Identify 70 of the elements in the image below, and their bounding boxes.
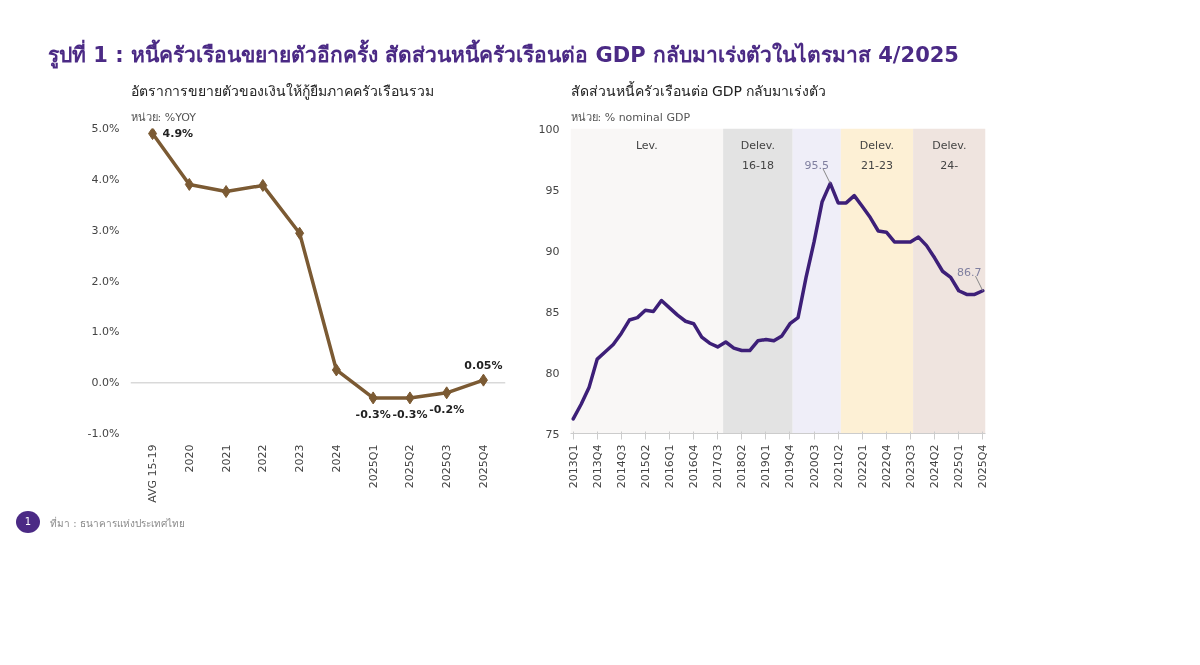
annotation: 86.7 [957, 266, 982, 280]
data-label: -0.2% [429, 402, 465, 416]
x-tick-label: 2016Q4 [687, 444, 701, 489]
point [184, 177, 194, 191]
point [148, 128, 158, 141]
y-tick-label: 4.0% [91, 172, 120, 186]
x-tick-label: 2021 [219, 444, 233, 473]
data-label: -0.3% [355, 407, 391, 421]
y-tick-label: 80 [545, 366, 560, 380]
x-tick-label: 2022 [256, 444, 270, 473]
point [258, 178, 268, 192]
x-tick-label: 2019Q4 [783, 444, 797, 489]
x-tick-label: 2019Q1 [759, 444, 773, 489]
x-tick-label: 2023 [293, 444, 307, 473]
x-tick-label: 2017Q3 [711, 444, 725, 489]
data-label: 0.05% [464, 359, 503, 373]
x-tick-label: 2021Q2 [831, 444, 845, 489]
y-tick-label: 0.0% [91, 376, 120, 390]
x-tick-label: 2025Q3 [440, 444, 454, 489]
x-tick-label: 2020 [182, 444, 196, 473]
y-tick-label: 85 [545, 305, 560, 319]
y-tick-label: -1.0% [87, 427, 120, 440]
y-tick-label: 1.0% [91, 325, 120, 339]
x-tick-label: 2022Q4 [879, 444, 893, 489]
point [331, 363, 341, 377]
band-label: Delev. 24- [932, 138, 967, 173]
chart-title: สัดส่วนหนี้ครัวเรือนต่อ GDP กลับมาเร่งตัว [570, 80, 827, 99]
point [442, 386, 452, 400]
point [405, 391, 415, 405]
y-tick-label: 95 [545, 183, 560, 197]
x-tick-label: 2022Q1 [855, 444, 869, 489]
band-label: Lev. [635, 138, 658, 152]
x-tick-label: 2025Q1 [366, 444, 380, 489]
x-tick-label: 2025Q1 [952, 444, 966, 489]
data-label: 4.9% [162, 127, 194, 141]
x-tick-label: 2023Q3 [903, 444, 917, 489]
text: รูปที่ 1 : หนี้ครัวเรือนขยายตัวอีกครั้ง สัดส่วนหนี้ครัวเรือนต่อ GDP กลับมาเร่งตัวในไตรมาส 4/2025 [48, 40, 959, 70]
point [295, 226, 305, 240]
x-tick-label: 2018Q2 [735, 444, 749, 489]
x-tick-label: 2016Q1 [663, 444, 677, 489]
text: 1 [24, 515, 32, 529]
x-tick-label: 2025Q4 [976, 444, 990, 489]
x-tick-label: 2013Q4 [590, 444, 604, 489]
y-tick-label: 75 [545, 427, 560, 441]
y-tick-label: 90 [545, 244, 560, 258]
chart-subtitle: หน่วย: % nominal GDP [570, 110, 691, 124]
chart-subtitle: หน่วย: %YOY [130, 110, 197, 124]
text: ที่มา : ธนาคารแห่งประเทศไทย [50, 517, 185, 531]
x-tick-label: 2025Q2 [403, 444, 417, 489]
y-tick-label: 2.0% [91, 274, 120, 288]
point [368, 391, 378, 405]
x-tick-label: 2024Q2 [928, 444, 942, 489]
x-tick-label: AVG 15-19 [146, 444, 160, 503]
y-tick-label: 100 [538, 122, 560, 136]
x-tick-label: 2014Q3 [614, 444, 628, 489]
x-tick-label: 2025Q4 [476, 444, 490, 489]
band-label: Delev. 16-18 [740, 138, 776, 173]
x-tick-label: 2020Q3 [807, 444, 821, 489]
x-tick-label: 2013Q1 [566, 444, 580, 489]
chart-title: อัตราการขยายตัวของเงินให้กู้ยืมภาคครัวเรือนรวม [130, 82, 434, 100]
data-label: -0.3% [392, 407, 428, 421]
annotation: 95.5 [804, 158, 829, 172]
y-tick-label: 3.0% [91, 223, 120, 237]
y-tick-label: 5.0% [91, 122, 120, 135]
point [478, 373, 488, 387]
x-tick-label: 2015Q2 [638, 444, 652, 489]
x-tick-label: 2024 [329, 444, 343, 473]
line-series [571, 181, 985, 421]
band-label: Delev. 21-23 [859, 138, 895, 173]
point [221, 185, 231, 199]
